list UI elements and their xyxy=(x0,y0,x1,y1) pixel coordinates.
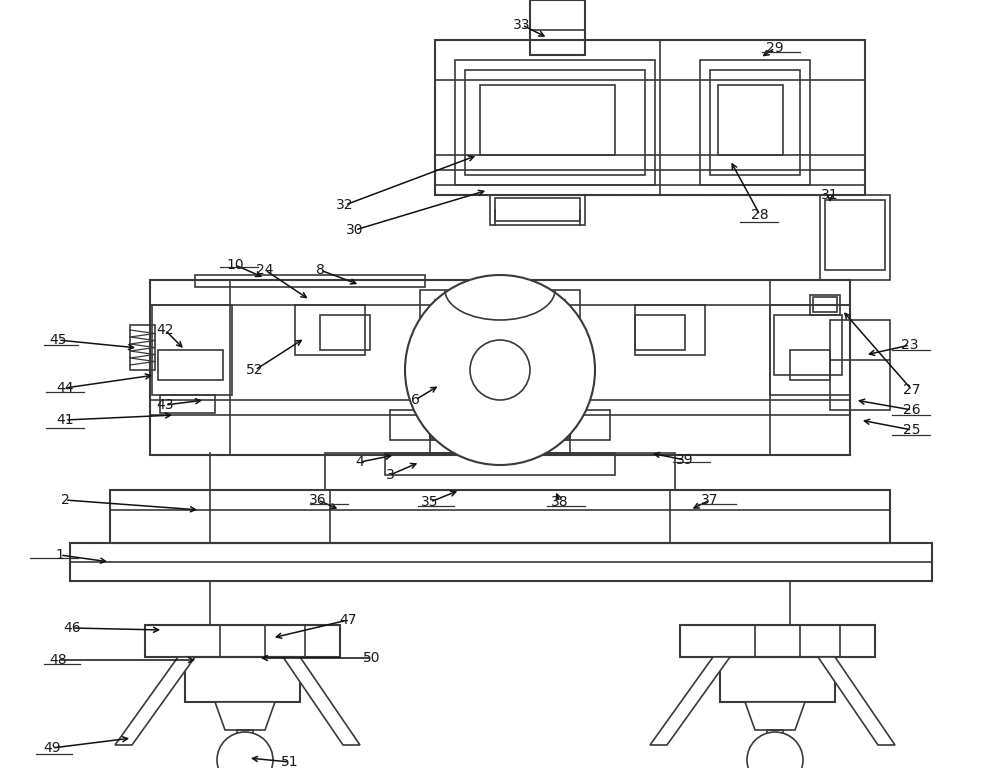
Bar xyxy=(420,290,580,330)
Bar xyxy=(720,657,835,702)
Text: 27: 27 xyxy=(903,383,921,397)
Bar xyxy=(320,315,370,350)
Text: 8: 8 xyxy=(316,263,324,277)
Bar xyxy=(430,420,570,438)
Bar xyxy=(325,453,675,490)
Text: 31: 31 xyxy=(821,188,839,202)
Bar xyxy=(150,280,850,455)
Bar xyxy=(110,490,890,543)
Bar xyxy=(295,305,365,355)
Bar xyxy=(680,625,875,657)
Text: 50: 50 xyxy=(363,651,381,665)
Bar xyxy=(530,0,585,55)
Bar xyxy=(145,625,340,657)
Bar xyxy=(430,440,570,453)
Bar xyxy=(490,195,585,225)
Text: 36: 36 xyxy=(309,493,327,507)
Bar xyxy=(790,350,830,380)
Circle shape xyxy=(747,732,803,768)
Bar xyxy=(237,730,253,758)
Bar xyxy=(820,195,890,280)
Text: 2: 2 xyxy=(61,493,69,507)
Text: 39: 39 xyxy=(676,453,694,467)
Bar xyxy=(110,490,890,543)
Bar xyxy=(635,315,685,350)
Bar xyxy=(455,60,655,185)
Text: 47: 47 xyxy=(339,613,357,627)
Bar xyxy=(810,295,840,315)
Text: 6: 6 xyxy=(411,393,419,407)
Text: 33: 33 xyxy=(513,18,531,32)
Polygon shape xyxy=(115,657,195,745)
Circle shape xyxy=(217,732,273,768)
Text: 25: 25 xyxy=(903,423,921,437)
Bar xyxy=(718,85,783,155)
Text: 42: 42 xyxy=(156,323,174,337)
Polygon shape xyxy=(215,702,275,730)
Text: 48: 48 xyxy=(49,653,67,667)
Bar xyxy=(813,297,837,312)
Circle shape xyxy=(470,340,530,400)
Text: 10: 10 xyxy=(226,258,244,272)
Polygon shape xyxy=(650,657,730,745)
Bar xyxy=(70,543,932,581)
Bar xyxy=(435,40,865,195)
Bar xyxy=(830,320,890,410)
Bar xyxy=(770,305,850,395)
Bar xyxy=(160,395,215,413)
Circle shape xyxy=(405,275,595,465)
Bar xyxy=(145,625,340,657)
Polygon shape xyxy=(745,702,805,730)
Text: 51: 51 xyxy=(281,755,299,768)
Text: 3: 3 xyxy=(386,468,394,482)
Text: 29: 29 xyxy=(766,41,784,55)
Bar xyxy=(435,300,565,325)
Text: 37: 37 xyxy=(701,493,719,507)
Text: 45: 45 xyxy=(49,333,67,347)
Bar xyxy=(130,325,155,370)
Text: 30: 30 xyxy=(346,223,364,237)
Polygon shape xyxy=(283,657,360,745)
Bar xyxy=(767,730,783,758)
Bar xyxy=(390,410,610,440)
Text: 24: 24 xyxy=(256,263,274,277)
Text: 26: 26 xyxy=(903,403,921,417)
Bar xyxy=(480,85,615,155)
Text: 4: 4 xyxy=(356,455,364,469)
Bar xyxy=(635,305,705,355)
Bar xyxy=(435,40,865,195)
Text: 41: 41 xyxy=(56,413,74,427)
Bar xyxy=(700,60,810,185)
Text: 46: 46 xyxy=(63,621,81,635)
Bar xyxy=(385,453,615,475)
Text: 23: 23 xyxy=(901,338,919,352)
Bar xyxy=(185,657,300,702)
Bar xyxy=(195,275,425,287)
Text: 1: 1 xyxy=(56,548,64,562)
Bar xyxy=(825,200,885,270)
Bar xyxy=(465,70,645,175)
Text: 38: 38 xyxy=(551,495,569,509)
Bar xyxy=(70,543,932,581)
Text: 52: 52 xyxy=(246,363,264,377)
Bar xyxy=(152,305,232,395)
Text: 44: 44 xyxy=(56,381,74,395)
Bar xyxy=(774,315,842,375)
Text: 43: 43 xyxy=(156,398,174,412)
Bar xyxy=(158,350,223,380)
Bar xyxy=(495,198,580,221)
Bar xyxy=(150,280,850,455)
Text: 28: 28 xyxy=(751,208,769,222)
Bar xyxy=(680,625,875,657)
Text: 49: 49 xyxy=(43,741,61,755)
Bar xyxy=(710,70,800,175)
Text: 32: 32 xyxy=(336,198,354,212)
Polygon shape xyxy=(818,657,895,745)
Text: 35: 35 xyxy=(421,495,439,509)
